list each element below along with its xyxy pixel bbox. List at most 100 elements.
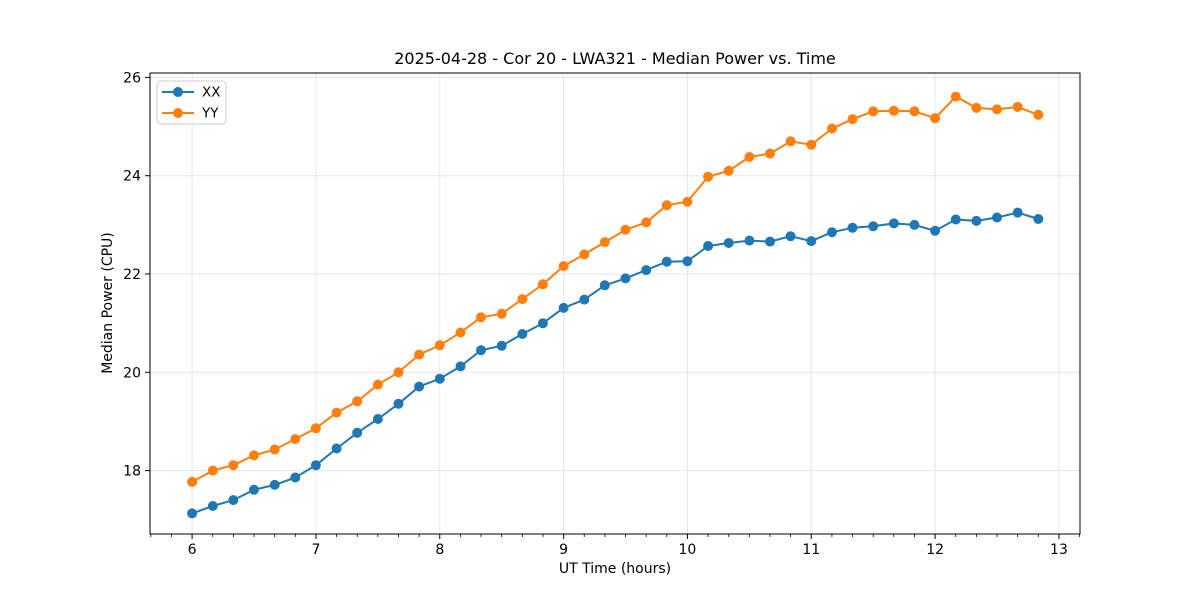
series-YY-marker — [661, 200, 672, 211]
series-YY-marker — [290, 434, 301, 445]
series-YY-marker — [806, 139, 817, 150]
x-tick-label: 12 — [926, 542, 944, 558]
series-YY-marker — [455, 327, 466, 338]
series-YY-marker — [888, 105, 899, 116]
legend-label-XX: XX — [202, 85, 221, 101]
legend-sample-marker-XX — [173, 87, 183, 97]
grid-lines — [150, 73, 1080, 534]
chart-title: 2025-04-28 - Cor 20 - LWA321 - Median Po… — [394, 49, 836, 68]
series-XX-marker — [847, 222, 858, 233]
series-XX-marker — [930, 225, 941, 236]
series-XX-marker — [372, 414, 383, 424]
y-tick-label: 24 — [123, 169, 141, 185]
series-YY-marker — [187, 476, 198, 487]
y-tick-label: 26 — [123, 70, 141, 86]
series-YY-marker — [558, 261, 569, 272]
legend-label-YY: YY — [201, 106, 219, 122]
series-YY-marker — [249, 450, 259, 461]
series-YY-marker — [868, 106, 879, 117]
y-tick-label: 22 — [123, 267, 141, 283]
series-XX-marker — [228, 495, 239, 506]
series-XX-marker — [187, 508, 198, 519]
series-XX-marker — [620, 273, 631, 284]
series-XX-marker — [1012, 207, 1023, 218]
series-YY-marker — [765, 148, 775, 159]
series-YY-marker — [682, 196, 693, 207]
series-YY-marker — [599, 237, 610, 248]
series-YY-marker — [1012, 101, 1023, 112]
legend: XX YY — [156, 80, 227, 125]
series-YY-marker — [414, 349, 425, 360]
series-YY-marker — [310, 423, 321, 434]
series-YY-marker — [641, 217, 652, 228]
series-XX-marker — [249, 484, 259, 495]
y-tick-label: 18 — [123, 464, 141, 480]
series-XX-marker — [269, 479, 280, 490]
x-tick-label: 8 — [435, 542, 444, 558]
series-XX-marker — [744, 235, 755, 246]
series-YY-marker — [393, 367, 404, 378]
series-XX-marker — [455, 361, 466, 372]
data-series — [187, 91, 1044, 519]
series-XX-marker — [558, 302, 569, 313]
series-XX-marker — [971, 215, 982, 226]
series-XX-marker — [393, 398, 404, 409]
series-YY-marker — [703, 171, 714, 182]
axes-frame — [149, 72, 1081, 535]
series-XX-marker — [992, 212, 1002, 223]
series-XX-marker — [579, 294, 590, 305]
series-YY-marker — [1033, 109, 1044, 120]
series-XX-marker — [682, 256, 693, 267]
series-YY-marker — [950, 91, 961, 102]
series-XX-marker — [310, 460, 321, 471]
series-XX-marker — [537, 318, 548, 329]
series-XX-marker — [331, 443, 342, 454]
series-YY-marker — [579, 249, 590, 260]
series-YY-marker — [476, 312, 486, 323]
x-tick-label: 11 — [802, 542, 820, 558]
series-XX-marker — [517, 329, 528, 339]
series-YY-marker — [434, 340, 445, 351]
series-XX-marker — [661, 256, 672, 267]
series-YY-marker — [207, 465, 218, 476]
series-XX-marker — [723, 238, 734, 248]
series-XX-marker — [765, 236, 775, 247]
series-XX-marker — [207, 501, 218, 511]
series-YY-marker — [847, 114, 858, 125]
series-YY-marker — [537, 279, 548, 290]
x-tick-label: 9 — [559, 542, 568, 558]
series-XX-marker — [827, 227, 837, 238]
series-YY-marker — [352, 396, 363, 407]
series-YY-marker — [269, 444, 280, 455]
series-XX-marker — [868, 221, 879, 232]
series-YY-marker — [992, 104, 1002, 115]
series-YY-marker — [620, 224, 631, 235]
series-XX-marker — [641, 265, 652, 276]
series-YY-marker — [909, 106, 920, 117]
series-YY-marker — [744, 152, 755, 162]
series-XX-marker — [1033, 214, 1044, 224]
x-tick-label: 6 — [188, 542, 197, 558]
x-axis-label: UT Time (hours) — [559, 561, 671, 577]
axis-ticks — [145, 76, 1080, 539]
series-XX-marker — [888, 218, 899, 229]
series-XX-marker — [785, 231, 796, 242]
x-tick-label: 7 — [311, 542, 320, 558]
series-YY-marker — [517, 294, 528, 305]
series-YY-line — [191, 95, 1039, 483]
series-YY-marker — [785, 136, 796, 147]
series-XX-marker — [476, 345, 486, 356]
series-YY-marker — [971, 102, 982, 113]
series-XX-marker — [806, 236, 817, 247]
legend-sample-marker-YY — [173, 108, 183, 118]
series-YY-marker — [827, 123, 837, 134]
series-YY-marker — [723, 165, 734, 176]
series-YY-marker — [496, 308, 507, 319]
series-XX-marker — [290, 472, 301, 483]
tick-labels: 6 7 8 9 10 11 12 13 18 20 22 24 26 — [123, 70, 1068, 558]
series-XX-marker — [414, 381, 425, 392]
y-axis-label: Median Power (CPU) — [100, 232, 116, 374]
y-tick-label: 20 — [123, 365, 141, 381]
series-YY-marker — [372, 379, 383, 390]
